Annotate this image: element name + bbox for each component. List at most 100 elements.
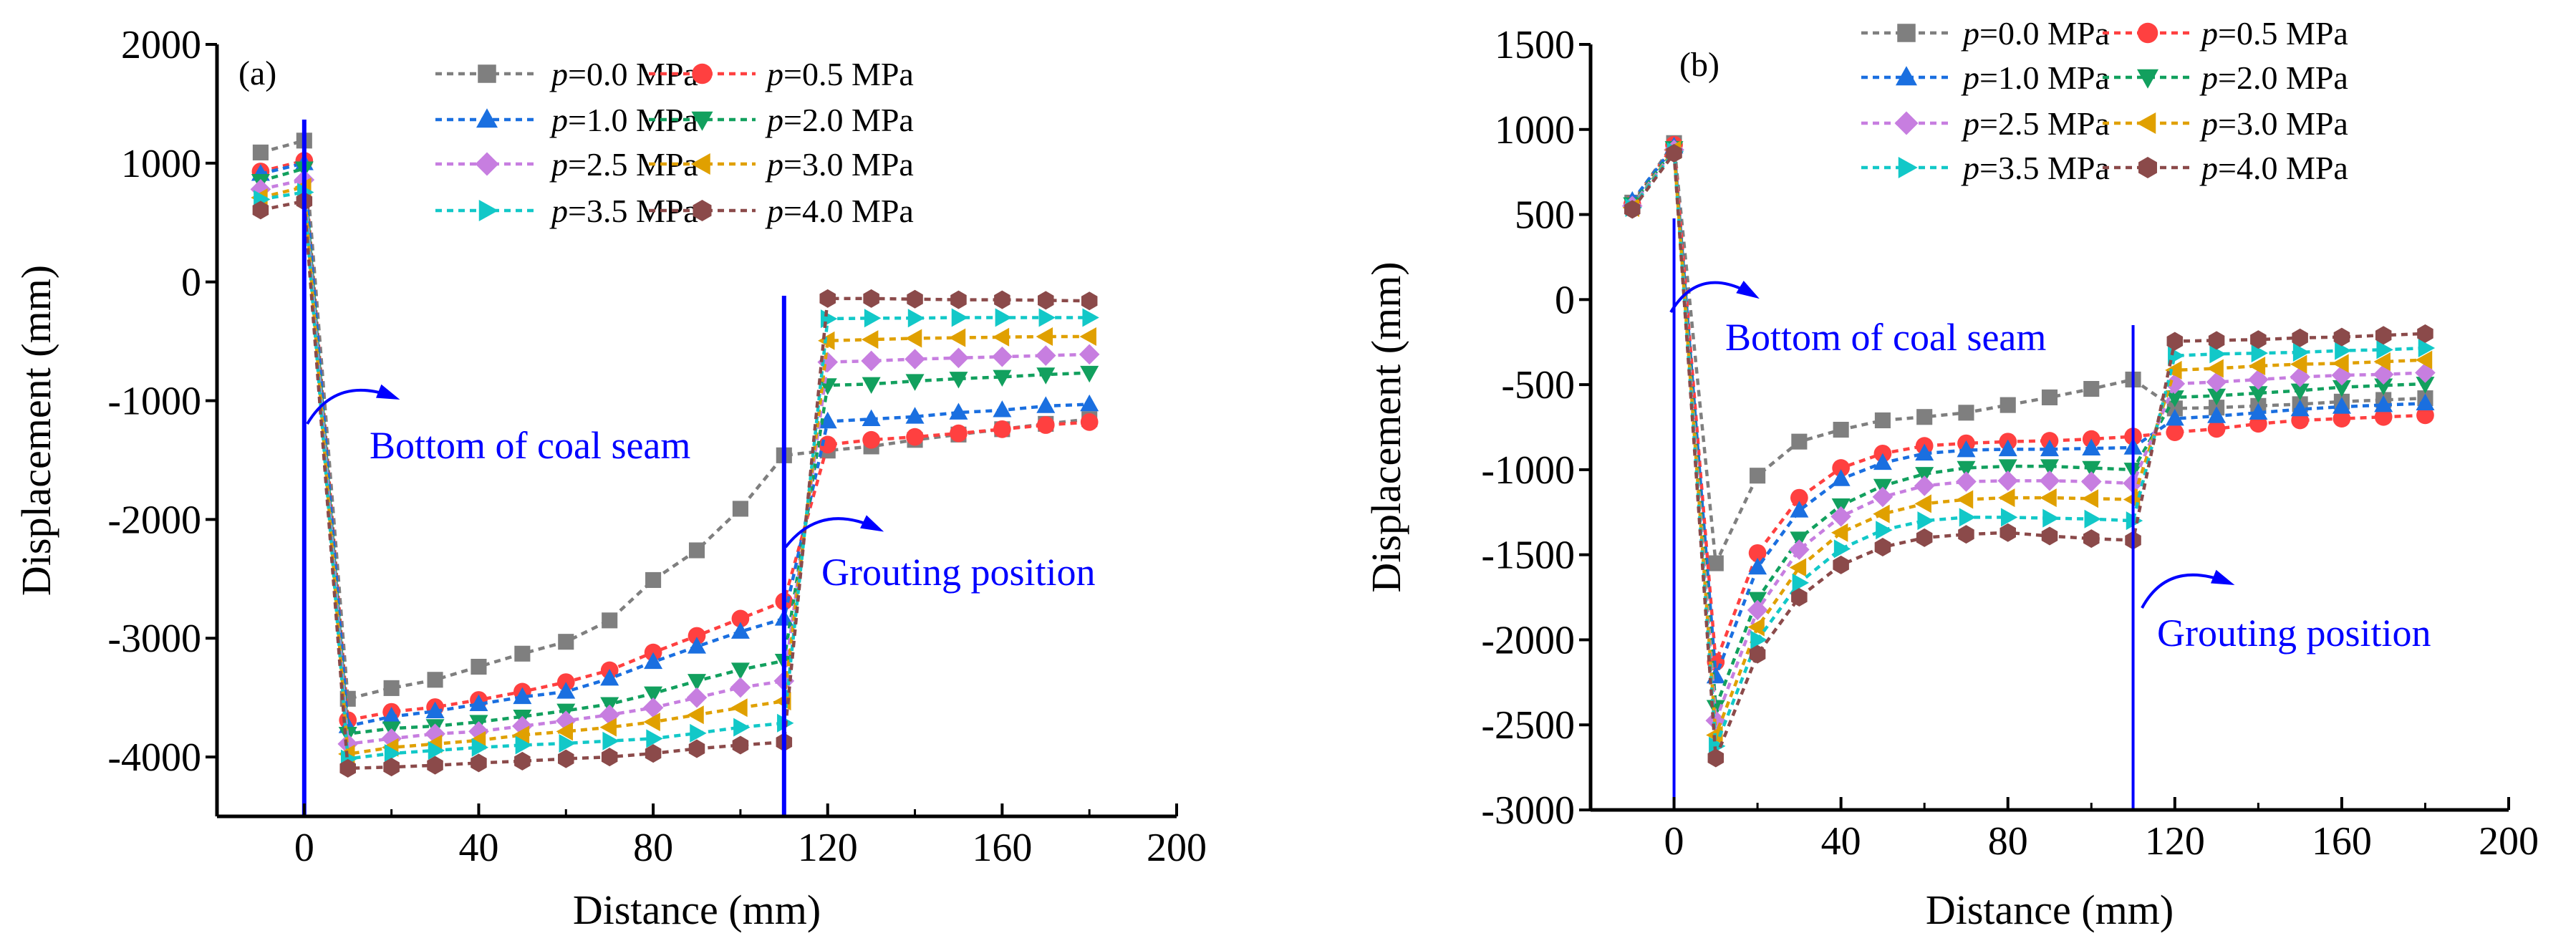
data-point — [688, 637, 706, 654]
data-point — [992, 346, 1013, 367]
y-tick-label: -3000 — [107, 617, 201, 661]
data-point — [688, 542, 705, 559]
legend-marker-icon — [1898, 157, 1918, 178]
legend-label: p=4.0 MPa — [2199, 150, 2348, 186]
data-point — [1789, 558, 1807, 577]
data-point — [2416, 393, 2435, 410]
data-point — [2042, 508, 2060, 528]
data-point — [1957, 460, 1976, 478]
data-point — [2083, 381, 2100, 397]
data-point — [427, 756, 443, 775]
data-point — [993, 400, 1012, 417]
data-point — [730, 622, 750, 639]
legend-entry: p=3.0 MPa — [2103, 105, 2348, 142]
legend-marker-icon — [2137, 22, 2158, 44]
data-point — [1914, 476, 1935, 496]
data-point — [1035, 345, 1056, 366]
data-point — [2206, 359, 2224, 378]
data-point — [1791, 433, 1808, 450]
legend-entry: p=0.0 MPa — [1861, 15, 2110, 52]
data-point — [2165, 408, 2184, 426]
data-point — [2250, 330, 2267, 349]
data-point — [2039, 470, 2060, 491]
legend-param: p — [549, 56, 568, 92]
data-point — [948, 328, 966, 347]
series-line — [1631, 142, 2426, 677]
data-point — [1959, 508, 1977, 527]
data-point — [428, 740, 445, 760]
data-point — [2166, 332, 2184, 351]
data-point — [1874, 537, 1891, 556]
legend-entry: p=2.5 MPa — [1861, 105, 2110, 142]
legend-value: =2.5 MPa — [1979, 105, 2110, 142]
data-point — [1036, 367, 1056, 385]
data-point — [559, 734, 576, 753]
data-point — [1873, 504, 1890, 523]
data-point — [2373, 364, 2394, 385]
legend-param: p — [2199, 59, 2218, 96]
legend-value: =2.0 MPa — [2218, 59, 2348, 96]
annotation-label: Grouting position — [2157, 612, 2431, 655]
data-point — [645, 571, 662, 589]
data-point — [1036, 396, 1056, 413]
legend-marker-icon — [1896, 66, 1917, 86]
data-point — [2249, 386, 2268, 403]
data-point — [1830, 523, 1848, 542]
y-tick-label: -3000 — [1481, 788, 1575, 833]
data-point — [905, 349, 925, 370]
data-point — [686, 687, 708, 708]
legend-entry: p=4.0 MPa — [2103, 150, 2348, 186]
data-point — [1791, 588, 1808, 607]
data-point — [688, 739, 705, 758]
legend-label: p=2.5 MPa — [549, 146, 698, 183]
data-point — [1915, 467, 1934, 484]
data-point — [469, 694, 488, 712]
data-point — [948, 347, 969, 369]
data-point — [642, 697, 664, 718]
data-point — [1079, 344, 1100, 365]
legend-marker-icon — [475, 152, 499, 176]
y-tick-label: -1000 — [1481, 448, 1575, 493]
y-tick-label: -500 — [1501, 363, 1575, 407]
data-point — [601, 748, 618, 767]
data-point — [1916, 528, 1933, 547]
data-point — [1038, 308, 1056, 327]
data-point — [425, 701, 445, 718]
data-point — [2206, 372, 2227, 392]
y-tick-label: 0 — [181, 261, 201, 305]
legend-marker-icon — [691, 111, 713, 131]
series-triangle-left — [251, 178, 1096, 763]
arrowhead-icon — [2211, 569, 2235, 585]
annotation-label: Bottom of coal seam — [1725, 316, 2046, 359]
data-point — [2041, 389, 2058, 405]
data-point — [1917, 511, 1934, 531]
data-point — [252, 144, 269, 160]
data-point — [383, 680, 400, 696]
data-point — [1957, 440, 1976, 458]
legend-label: p=0.0 MPa — [1961, 15, 2110, 52]
data-point — [556, 722, 574, 741]
data-point — [690, 723, 707, 743]
data-point — [2416, 377, 2435, 394]
y-tick-label: 500 — [1515, 193, 1575, 238]
data-point — [1036, 416, 1055, 434]
data-point — [514, 645, 531, 662]
data-point — [994, 290, 1010, 309]
panel-b-chart: Bottom of coal seam Grouting position 0 40 8… — [1363, 15, 2539, 933]
data-point — [2207, 420, 2226, 438]
legend-param: p — [549, 102, 568, 138]
data-point — [906, 428, 924, 446]
legend-label: p=3.0 MPa — [2199, 105, 2348, 142]
data-point — [733, 718, 751, 737]
data-point — [2207, 388, 2227, 406]
x-axis-label: Distance (mm) — [573, 887, 821, 933]
y-axis-label: Displacement (mm) — [13, 265, 59, 596]
legend-marker-icon — [1894, 111, 1919, 135]
data-point — [1079, 327, 1096, 346]
data-point — [951, 308, 969, 327]
data-point — [2415, 350, 2433, 370]
data-point — [1830, 506, 1851, 527]
series-line — [1631, 145, 2426, 736]
legend-value: =0.0 MPa — [1979, 15, 2110, 52]
